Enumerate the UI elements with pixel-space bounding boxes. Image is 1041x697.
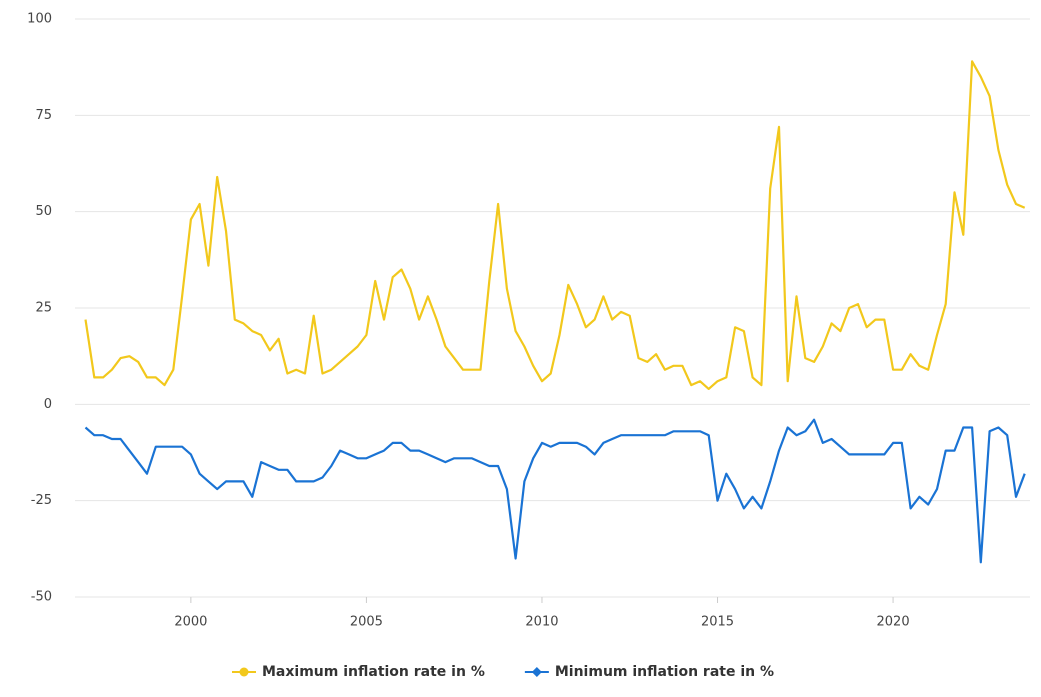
- x-tick-label: 2015: [701, 615, 734, 630]
- legend-marker[interactable]: [531, 667, 542, 677]
- y-tick-label: -25: [31, 493, 52, 508]
- series-line: [84, 60, 1026, 390]
- x-tick-label: 2020: [877, 615, 910, 630]
- x-tick-label: 2005: [350, 615, 383, 630]
- y-tick-label: 50: [35, 204, 52, 219]
- y-tick-label: 100: [27, 12, 52, 27]
- y-tick-label: -50: [31, 590, 52, 605]
- x-tick-label: 2000: [174, 615, 207, 630]
- y-tick-label: 25: [35, 301, 52, 316]
- series-line: [84, 418, 1026, 564]
- legend-label[interactable]: Maximum inflation rate in %: [262, 664, 485, 680]
- y-tick-label: 0: [44, 397, 52, 412]
- legend-marker[interactable]: [239, 667, 249, 677]
- x-tick-label: 2010: [525, 615, 558, 630]
- legend-label[interactable]: Minimum inflation rate in %: [555, 664, 774, 680]
- y-tick-label: 75: [35, 108, 52, 123]
